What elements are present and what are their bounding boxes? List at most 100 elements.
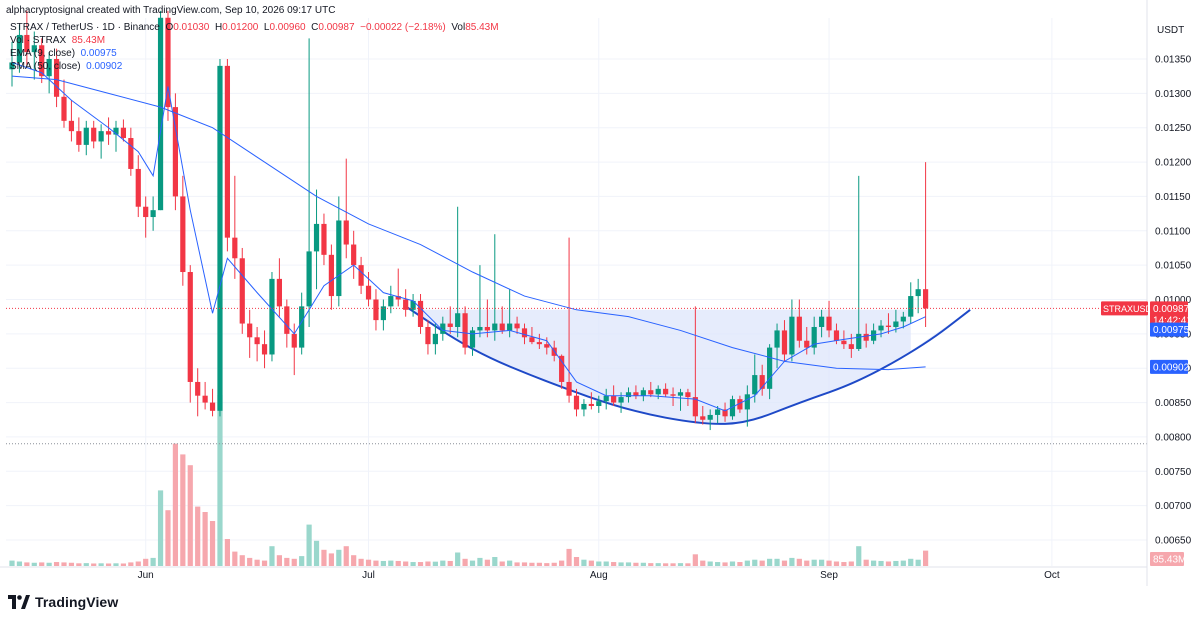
volume-bar <box>76 563 82 566</box>
candle-body <box>744 394 750 410</box>
volume-bar <box>447 560 453 566</box>
price-levels <box>6 307 1147 445</box>
volume-bar <box>61 562 67 566</box>
volume-bar <box>247 557 253 566</box>
candle-body <box>98 131 104 142</box>
time-tick-label: Aug <box>590 570 608 581</box>
time-tick-label: Jun <box>138 570 154 581</box>
candle-body <box>128 138 134 169</box>
volume-bar <box>737 562 743 566</box>
volume-bar <box>172 443 179 566</box>
volume-bar <box>618 562 624 566</box>
legend-main-row[interactable]: STRAX / TetherUS · 1D · Binance O0.01030… <box>10 21 499 34</box>
legend-sma-row[interactable]: SMA (50, close) 0.00902 <box>10 60 499 73</box>
candle-body <box>559 355 565 382</box>
candle-body <box>247 323 253 338</box>
candle-body <box>417 300 424 327</box>
volume-bar <box>559 560 565 566</box>
candle-body <box>811 326 817 348</box>
candle-body <box>83 127 89 145</box>
volume-bar <box>596 561 602 566</box>
legend-ema-row[interactable]: EMA (9, close) 0.00975 <box>10 47 499 60</box>
volume-bar <box>313 540 320 566</box>
candle-body <box>24 34 30 53</box>
candle-body <box>9 62 15 70</box>
volume-bar <box>848 561 854 566</box>
volume-bar <box>261 560 268 566</box>
candle-body <box>328 254 334 297</box>
volume-bar <box>254 559 260 566</box>
volume-bar <box>655 563 661 566</box>
candle-body <box>893 321 899 327</box>
volume-bar <box>120 563 127 566</box>
volume-bar <box>670 563 676 566</box>
candle-body <box>529 337 535 343</box>
legend-change-value: −0.00022 (−2.18%) <box>360 22 446 33</box>
legend-open-label: O <box>165 22 174 33</box>
candle-body <box>900 316 906 322</box>
volume-bar <box>908 558 914 566</box>
volume-bar <box>885 561 892 566</box>
volume-bar <box>767 558 773 566</box>
candle-body <box>209 402 216 411</box>
sma-line <box>11 75 926 371</box>
volume-bar <box>759 560 765 566</box>
volume-bar <box>544 563 550 566</box>
candle-body <box>373 299 379 321</box>
volume-bar <box>893 560 899 566</box>
price-tick-label: 0.00700 <box>1155 501 1192 512</box>
volume-bar <box>269 546 275 566</box>
candle-body <box>477 326 483 331</box>
volume-bar <box>24 562 30 566</box>
volume-bar <box>536 562 542 566</box>
price-tick-label: 0.01350 <box>1155 55 1192 66</box>
volume-bar <box>143 558 149 566</box>
candle-body <box>313 223 320 252</box>
candle-body <box>759 375 765 389</box>
volume-bar <box>811 559 817 566</box>
volume-bar <box>462 558 468 566</box>
volume-bar <box>529 562 535 566</box>
volume-bar <box>91 563 97 566</box>
candle-body <box>105 131 112 135</box>
tradingview-branding[interactable]: TradingView <box>8 594 118 610</box>
legend-close-value: 0.00987 <box>318 22 355 33</box>
volume-bar <box>343 546 349 566</box>
candle-body <box>469 330 476 348</box>
legend-volume-label: Vol · STRAX <box>10 35 67 46</box>
candle-body <box>425 326 431 345</box>
volume-bar <box>150 557 156 566</box>
volume-bar <box>826 560 832 566</box>
price-tick-label: 0.00850 <box>1155 398 1192 409</box>
volume-bar <box>722 562 728 566</box>
volume-bar <box>224 539 231 566</box>
price-tick-label: 0.01300 <box>1155 89 1192 100</box>
candle-body <box>670 394 676 396</box>
volume-bar <box>276 555 282 566</box>
volume-bar <box>744 560 750 566</box>
candle-body <box>143 206 149 218</box>
volume-bar <box>209 521 216 566</box>
volume-bar <box>789 557 795 566</box>
volume-bar <box>9 560 15 566</box>
cup-pattern <box>405 305 971 425</box>
volume-bar <box>588 560 594 566</box>
last-price-tag: 0.00987 <box>1153 304 1190 315</box>
candle-body <box>410 300 416 310</box>
candle-body <box>692 397 698 417</box>
volume-bar <box>633 562 639 566</box>
legend-low-label: L <box>263 22 270 33</box>
candle-body <box>492 323 498 331</box>
candle-body <box>841 340 847 345</box>
volume-bar <box>521 562 528 566</box>
legend-volume-row[interactable]: Vol · STRAX 85.43M <box>10 34 499 47</box>
volume-bar <box>53 562 60 566</box>
price-tick-label: 0.01100 <box>1155 226 1191 237</box>
candle-body <box>499 323 505 331</box>
legend-vol-label: Vol <box>451 22 466 33</box>
candle-body <box>39 45 45 77</box>
volume-bar <box>499 561 505 566</box>
volume-bar <box>573 557 580 566</box>
legend-volume-value: 85.43M <box>71 35 106 46</box>
